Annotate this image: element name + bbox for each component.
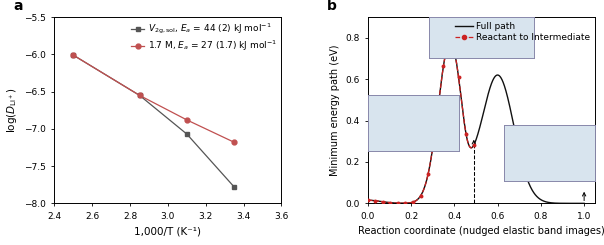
Point bbox=[400, 201, 410, 205]
Point bbox=[370, 199, 380, 203]
Point bbox=[423, 172, 433, 175]
Point bbox=[393, 201, 403, 205]
Point bbox=[454, 75, 463, 79]
Point bbox=[378, 200, 388, 204]
X-axis label: Reaction coordinate (nudged elastic band images): Reaction coordinate (nudged elastic band… bbox=[358, 226, 604, 236]
Point bbox=[431, 123, 441, 127]
Point bbox=[416, 194, 425, 198]
Point bbox=[408, 200, 418, 204]
Y-axis label: Minimum energy path (eV): Minimum energy path (eV) bbox=[330, 45, 339, 176]
Text: a: a bbox=[13, 0, 23, 13]
Legend: Full path, Reactant to Intermediate: Full path, Reactant to Intermediate bbox=[455, 22, 591, 42]
Point bbox=[439, 64, 448, 68]
X-axis label: 1,000/Τ (K⁻¹): 1,000/Τ (K⁻¹) bbox=[135, 226, 201, 236]
Point bbox=[385, 201, 395, 205]
Point bbox=[446, 41, 456, 45]
Point bbox=[363, 198, 373, 202]
Text: b: b bbox=[327, 0, 337, 13]
Y-axis label: log($D_{\mathrm{Li^+}}$): log($D_{\mathrm{Li^+}}$) bbox=[5, 87, 19, 133]
Point bbox=[469, 143, 478, 147]
Legend: $V_{\mathrm{2g,sol}}$, $E_a$ = 44 (2) kJ mol$^{-1}$, 1.7 M, $E_a$ = 27 (1.7) kJ : $V_{\mathrm{2g,sol}}$, $E_a$ = 44 (2) kJ… bbox=[130, 22, 277, 53]
Point bbox=[461, 132, 471, 136]
